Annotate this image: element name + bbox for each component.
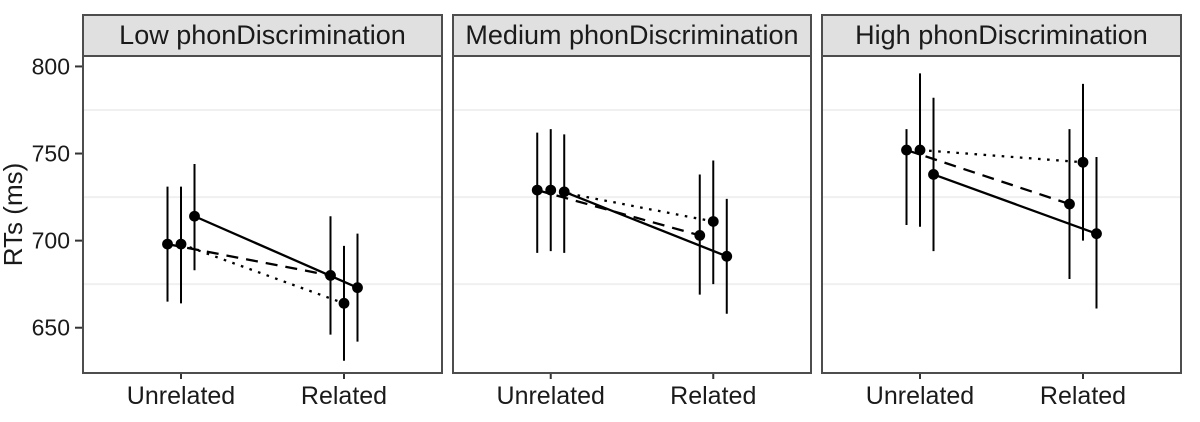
- x-axis-tick-label: Unrelated: [127, 382, 235, 410]
- data-point: [914, 144, 926, 156]
- panel-background: [453, 56, 811, 373]
- y-axis-title: RTs (ms): [0, 163, 28, 267]
- data-point: [338, 297, 350, 309]
- series-line-dashed: [167, 242, 331, 277]
- y-axis-tick-label: 750: [32, 141, 70, 167]
- x-axis-tick-label: Related: [1040, 382, 1126, 410]
- x-axis-tick-label: Related: [301, 382, 387, 410]
- data-point: [901, 144, 912, 156]
- data-point: [545, 184, 557, 196]
- y-axis-tick-label: 650: [32, 315, 70, 341]
- panel-border: [821, 55, 1182, 374]
- data-point: [707, 216, 719, 227]
- data-point: [1077, 156, 1089, 168]
- facet-strip: [452, 14, 812, 57]
- data-point: [1064, 198, 1075, 210]
- data-point: [352, 282, 363, 294]
- data-point: [325, 270, 336, 281]
- panel-border: [452, 55, 812, 374]
- facet-strip-label: High phonDiscrimination: [855, 20, 1148, 50]
- series-line-dotted: [180, 243, 345, 305]
- facet-strip: [82, 14, 443, 57]
- data-point: [531, 184, 543, 196]
- data-point: [694, 230, 706, 241]
- series-line-dotted: [550, 188, 714, 223]
- series-line-solid: [933, 173, 1097, 235]
- data-point: [721, 250, 733, 262]
- data-point: [558, 186, 570, 198]
- data-point: [162, 238, 173, 250]
- panel-border: [82, 55, 443, 374]
- facet-strip-label: Medium phonDiscrimination: [465, 20, 798, 50]
- series-line-solid: [563, 190, 728, 258]
- y-axis-tick-label: 800: [32, 53, 70, 79]
- data-point: [175, 238, 187, 250]
- x-axis-tick-label: Related: [670, 382, 756, 410]
- facet-strip-label: Low phonDiscrimination: [119, 20, 406, 50]
- data-point: [928, 169, 939, 180]
- data-point: [1091, 228, 1102, 240]
- series-line-dashed: [906, 148, 1070, 206]
- panel-background: [822, 56, 1181, 373]
- y-axis-tick-label: 700: [32, 228, 70, 254]
- x-axis-tick-label: Unrelated: [497, 382, 605, 410]
- data-point: [189, 210, 200, 222]
- x-axis-tick-label: Unrelated: [866, 382, 974, 410]
- panel-background: [83, 56, 442, 373]
